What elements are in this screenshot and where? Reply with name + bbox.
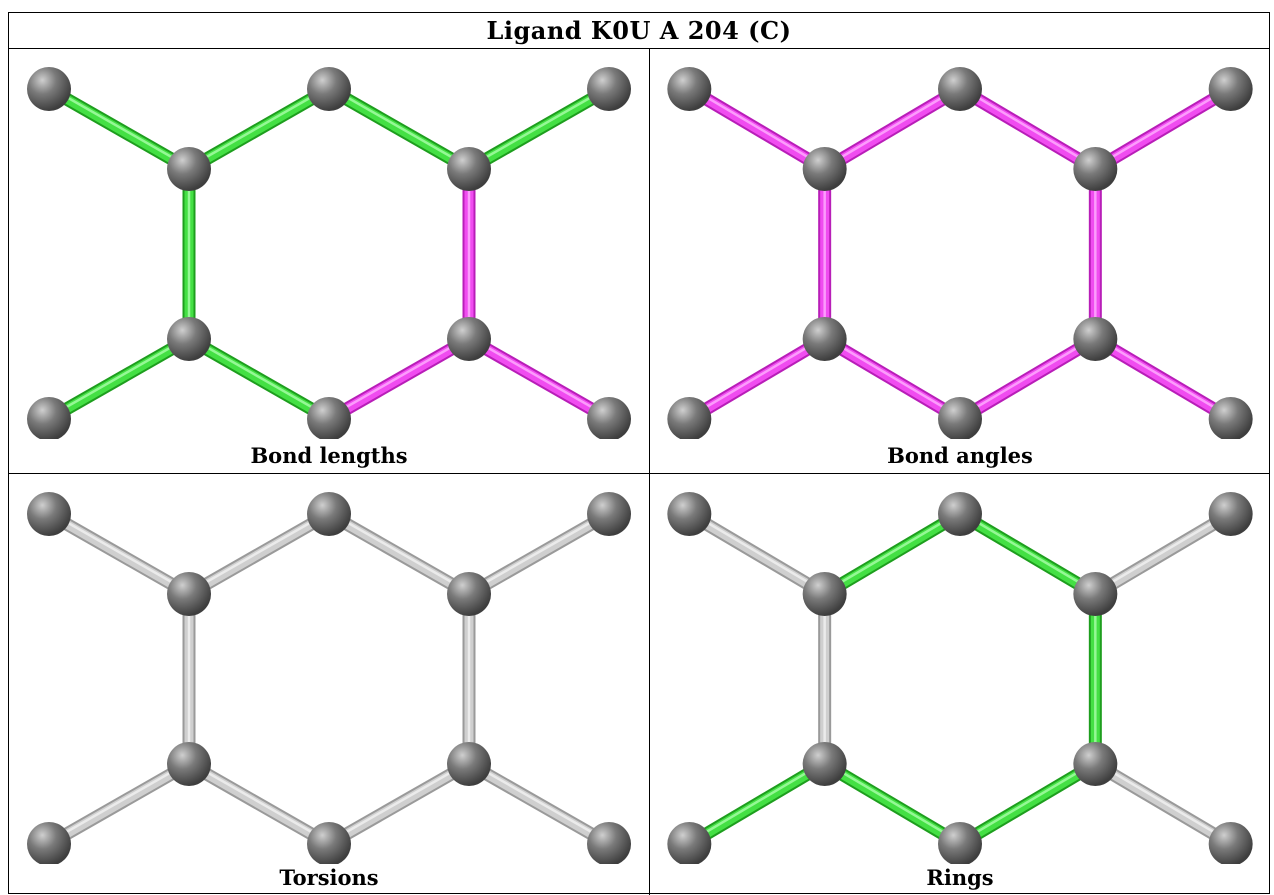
- atom-a8: [27, 822, 71, 864]
- atom-a10: [1208, 822, 1253, 864]
- bond-a4-a5: [1088, 82, 1238, 176]
- bond-a4-a5: [462, 82, 616, 176]
- atom-a7: [447, 317, 491, 361]
- atom-a6: [167, 317, 211, 361]
- bond-a3-a4: [953, 507, 1102, 601]
- bond-a9-a7: [322, 332, 476, 426]
- bond-a9-a7: [953, 757, 1102, 851]
- atom-a3: [938, 492, 982, 536]
- caption-torsions: Torsions: [279, 865, 379, 890]
- atom-a10: [587, 397, 631, 439]
- molecule-bond-angles: [667, 67, 1253, 439]
- bond-a7-a10: [1088, 757, 1238, 851]
- bond-a6-a8: [42, 332, 196, 426]
- bond-a1-a2: [682, 82, 832, 176]
- figure-frame: Ligand K0U A 204 (C) Bond lengths Bond a…: [8, 12, 1270, 895]
- bond-a2-a3: [182, 82, 336, 176]
- atom-a5: [587, 492, 631, 536]
- atom-a5: [587, 67, 631, 111]
- atom-a9: [938, 822, 982, 864]
- caption-rings: Rings: [926, 865, 994, 890]
- panel-bond-lengths: Bond lengths: [9, 49, 649, 473]
- bond-a1-a2: [42, 507, 196, 601]
- panel-rings: Rings: [650, 474, 1270, 895]
- bond-a1-a2: [682, 507, 832, 601]
- bond-a2-a3: [182, 507, 336, 601]
- bond-a6-a9: [182, 757, 336, 851]
- atom-a1: [667, 67, 712, 111]
- bond-a4-a5: [462, 507, 616, 601]
- bond-a6-a9: [818, 332, 967, 426]
- atom-a4: [447, 572, 491, 616]
- atom-a5: [1208, 492, 1253, 536]
- atom-a9: [938, 397, 982, 439]
- bond-a6-a8: [42, 757, 196, 851]
- bond-a1-a2: [42, 82, 196, 176]
- bond-a9-a7: [953, 332, 1102, 426]
- figure-title: Ligand K0U A 204 (C): [9, 13, 1269, 49]
- atom-a4: [447, 147, 491, 191]
- atom-a2: [167, 572, 211, 616]
- atom-a1: [667, 492, 712, 536]
- bond-a7-a10: [1088, 332, 1238, 426]
- panel-bond-angles: Bond angles: [650, 49, 1270, 473]
- atom-a10: [1208, 397, 1253, 439]
- atom-a8: [667, 397, 712, 439]
- atom-a1: [27, 492, 71, 536]
- atom-a1: [27, 67, 71, 111]
- bond-a6-a8: [682, 757, 832, 851]
- atom-a7: [447, 742, 491, 786]
- atom-a3: [307, 67, 351, 111]
- molecule-rings: [667, 492, 1253, 864]
- bond-a6-a8: [682, 332, 832, 426]
- atom-a7: [1073, 742, 1118, 786]
- atom-a2: [802, 147, 847, 191]
- atom-a4: [1073, 572, 1118, 616]
- bond-a3-a4: [322, 507, 476, 601]
- bond-a2-a3: [818, 82, 967, 176]
- bond-a3-a4: [953, 82, 1102, 176]
- atom-a2: [167, 147, 211, 191]
- bond-a6-a9: [818, 757, 967, 851]
- atom-a5: [1208, 67, 1253, 111]
- atom-a8: [27, 397, 71, 439]
- molecule-torsions: [27, 492, 631, 864]
- atom-a4: [1073, 147, 1118, 191]
- bond-a7-a10: [462, 757, 616, 851]
- bond-a6-a9: [182, 332, 336, 426]
- atom-a9: [307, 397, 351, 439]
- atom-a6: [802, 317, 847, 361]
- atom-a7: [1073, 317, 1118, 361]
- atom-a3: [938, 67, 982, 111]
- atom-a8: [667, 822, 712, 864]
- atom-a3: [307, 492, 351, 536]
- bond-a4-a5: [1088, 507, 1238, 601]
- row-divider: [9, 473, 1269, 474]
- bond-a9-a7: [322, 757, 476, 851]
- bond-a2-a3: [818, 507, 967, 601]
- molecule-bond-lengths: [27, 67, 631, 439]
- column-divider: [649, 49, 650, 895]
- caption-bond-lengths: Bond lengths: [250, 443, 408, 468]
- atom-a10: [587, 822, 631, 864]
- atom-a9: [307, 822, 351, 864]
- bond-a7-a10: [462, 332, 616, 426]
- atom-a6: [802, 742, 847, 786]
- atom-a2: [802, 572, 847, 616]
- bond-a3-a4: [322, 82, 476, 176]
- panel-torsions: Torsions: [9, 474, 649, 895]
- atom-a6: [167, 742, 211, 786]
- caption-bond-angles: Bond angles: [887, 443, 1033, 468]
